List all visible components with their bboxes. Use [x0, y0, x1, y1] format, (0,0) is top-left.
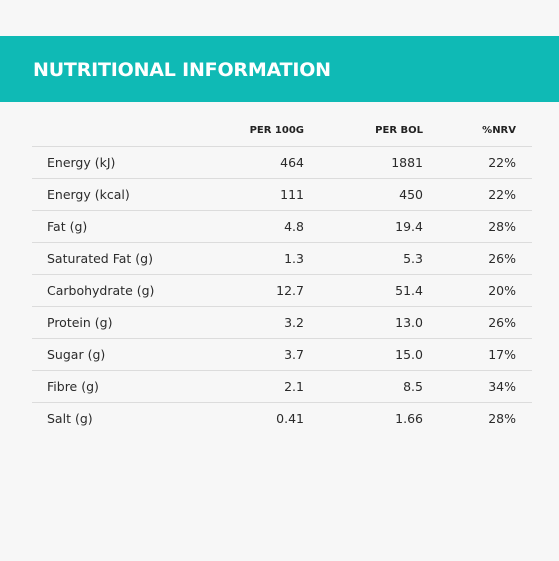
value-per-bol: 13.0	[304, 306, 423, 339]
value-nrv: 17%	[423, 338, 532, 371]
value-per-bol: 51.4	[304, 274, 423, 307]
nutrient-name: Fat (g)	[32, 210, 202, 243]
value-per-100g: 464	[202, 146, 304, 179]
value-per-bol: 15.0	[304, 338, 423, 371]
value-per-bol: 5.3	[304, 242, 423, 275]
nutrient-name: Energy (kcal)	[32, 178, 202, 211]
table-row: Energy (kJ) 464 1881 22%	[32, 146, 532, 179]
nutrient-name: Energy (kJ)	[32, 146, 202, 179]
column-header-nrv: %NRV	[423, 114, 532, 147]
value-per-bol: 450	[304, 178, 423, 211]
value-per-bol: 1881	[304, 146, 423, 179]
nutrition-table-container: PER 100G PER BOL %NRV Energy (kJ) 464 18…	[32, 114, 532, 434]
value-nrv: 22%	[423, 146, 532, 179]
value-nrv: 26%	[423, 306, 532, 339]
value-per-bol: 8.5	[304, 370, 423, 403]
value-nrv: 28%	[423, 210, 532, 243]
section-title: NUTRITIONAL INFORMATION	[33, 59, 331, 81]
value-per-100g: 2.1	[202, 370, 304, 403]
table-row: Fat (g) 4.8 19.4 28%	[32, 210, 532, 243]
value-per-100g: 0.41	[276, 411, 304, 426]
column-header-nutrient	[32, 114, 202, 147]
nutrient-name: Carbohydrate (g)	[32, 274, 202, 307]
nutrient-name: Sugar (g)	[32, 338, 202, 371]
table-row: Saturated Fat (g) 1.3 5.3 26%	[32, 242, 532, 275]
value-per-100g: 111	[202, 178, 304, 211]
value-per-100g: 12.7	[202, 274, 304, 307]
table-row: Carbohydrate (g) 12.7 51.4 20%	[32, 274, 532, 307]
table-header-row: PER 100G PER BOL %NRV	[32, 114, 532, 147]
table-row: Salt (g) 0.41 1.66 28%	[32, 403, 532, 435]
value-per-bol: 1.66	[395, 411, 423, 426]
value-nrv: 22%	[423, 178, 532, 211]
value-nrv: 26%	[423, 242, 532, 275]
table-row: Protein (g) 3.2 13.0 26%	[32, 306, 532, 339]
column-header-per-100g: PER 100G	[202, 114, 304, 147]
header-banner: NUTRITIONAL INFORMATION	[0, 36, 559, 102]
value-nrv: 34%	[423, 370, 532, 403]
value-nrv: 28%	[488, 411, 516, 426]
value-per-bol: 19.4	[304, 210, 423, 243]
nutrition-table: PER 100G PER BOL %NRV Energy (kJ) 464 18…	[32, 114, 532, 434]
nutrient-name: Salt (g)	[47, 411, 93, 426]
table-row: Sugar (g) 3.7 15.0 17%	[32, 338, 532, 371]
table-row: Fibre (g) 2.1 8.5 34%	[32, 370, 532, 403]
table-row: Energy (kcal) 111 450 22%	[32, 178, 532, 211]
value-per-100g: 3.2	[202, 306, 304, 339]
value-nrv: 20%	[423, 274, 532, 307]
nutrient-name: Fibre (g)	[32, 370, 202, 403]
column-header-per-bol: PER BOL	[304, 114, 423, 147]
nutrient-name: Saturated Fat (g)	[32, 242, 202, 275]
value-per-100g: 1.3	[202, 242, 304, 275]
value-per-100g: 3.7	[202, 338, 304, 371]
nutrient-name: Protein (g)	[32, 306, 202, 339]
value-per-100g: 4.8	[202, 210, 304, 243]
